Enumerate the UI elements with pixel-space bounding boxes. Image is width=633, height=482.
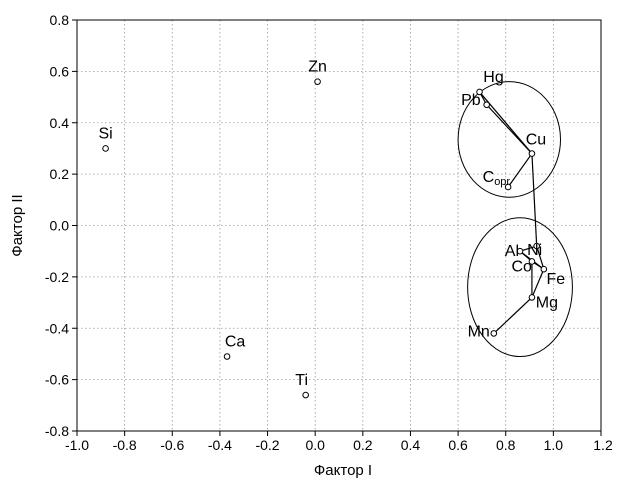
point-label-si: Si bbox=[98, 125, 112, 142]
point-label-mn: Mn bbox=[468, 323, 490, 340]
point-label-ca: Ca bbox=[225, 334, 246, 351]
link-mg-mn bbox=[493, 296, 533, 334]
point-hg bbox=[476, 88, 483, 96]
x-tick-label: 1.0 bbox=[544, 437, 564, 453]
y-tick-label: 0.0 bbox=[50, 218, 70, 234]
x-tick-label: -1.0 bbox=[65, 437, 89, 453]
point-si bbox=[102, 145, 109, 152]
x-axis-label: Фактор I bbox=[314, 462, 372, 479]
x-tick-label: 0.8 bbox=[496, 437, 516, 453]
y-tick-label: 0.6 bbox=[50, 63, 70, 79]
point-label-copr: Copr bbox=[483, 169, 511, 188]
x-tick-label: 1.2 bbox=[593, 437, 613, 453]
x-tick-label: 0.4 bbox=[401, 437, 421, 453]
cluster-ellipse-1 bbox=[457, 81, 562, 198]
x-tick-label: -0.4 bbox=[208, 437, 232, 453]
point-label-zn: Zn bbox=[308, 59, 327, 76]
x-axis-ticks: -1.0 -0.8 -0.6 -0.4 -0.2 0.0 0.2 0.4 0.6 0.8 1.0 1.… bbox=[65, 431, 613, 453]
point-ti bbox=[302, 391, 309, 399]
y-tick-label: 0.8 bbox=[50, 12, 70, 28]
y-axis-label: Фактор II bbox=[9, 194, 26, 256]
point-mn bbox=[490, 330, 498, 337]
point-pb bbox=[483, 101, 490, 109]
link-pb-cu bbox=[486, 104, 533, 154]
link-cu-copr bbox=[507, 153, 533, 188]
point-ca bbox=[223, 353, 231, 360]
link-ni-fe bbox=[536, 245, 545, 270]
point-al bbox=[516, 247, 524, 255]
point-label-fe: Fe bbox=[547, 271, 566, 288]
point-label-mg: Mg bbox=[536, 294, 558, 311]
y-tick-label: -0.2 bbox=[45, 269, 69, 285]
point-label-main: C bbox=[483, 169, 495, 186]
y-tick-label: -0.4 bbox=[45, 320, 69, 336]
point-label-sub: opr bbox=[494, 176, 510, 188]
point-label-al: Al bbox=[505, 243, 519, 260]
x-tick-label: -0.2 bbox=[255, 437, 279, 453]
point-copr bbox=[504, 183, 512, 191]
x-tick-label: 0.0 bbox=[305, 437, 325, 453]
x-tick-label: 0.6 bbox=[448, 437, 468, 453]
link-fe-mg bbox=[531, 268, 545, 298]
cluster-ellipses bbox=[457, 81, 573, 358]
point-label-pb: Pb bbox=[461, 92, 481, 109]
point-label-cu: Cu bbox=[526, 132, 546, 149]
point-label-hg: Hg bbox=[483, 69, 503, 86]
point-fe bbox=[540, 265, 548, 273]
x-tick-label: -0.8 bbox=[113, 437, 137, 453]
y-tick-label: 0.4 bbox=[50, 115, 70, 131]
point-label-co: Co bbox=[511, 258, 532, 275]
x-tick-label: -0.6 bbox=[160, 437, 184, 453]
point-label-ti: Ti bbox=[295, 372, 308, 389]
link-cu-ni bbox=[531, 153, 538, 247]
y-axis-ticks: 0.8 0.6 0.4 0.2 0.0 -0.2 -0.4 -0.6 -0.8 bbox=[45, 12, 77, 439]
point-ni bbox=[533, 242, 540, 250]
x-tick-label: 0.2 bbox=[353, 437, 373, 453]
point-zn bbox=[314, 78, 321, 85]
grid bbox=[77, 20, 601, 431]
cluster-ellipse-2 bbox=[467, 217, 573, 358]
point-cu bbox=[528, 150, 536, 157]
point-label-ni: Ni bbox=[527, 242, 542, 259]
y-tick-label: -0.8 bbox=[45, 423, 69, 439]
y-tick-label: -0.6 bbox=[45, 372, 69, 388]
y-tick-label: 0.2 bbox=[50, 166, 70, 182]
point-co bbox=[528, 258, 536, 265]
point-mg bbox=[528, 294, 536, 301]
